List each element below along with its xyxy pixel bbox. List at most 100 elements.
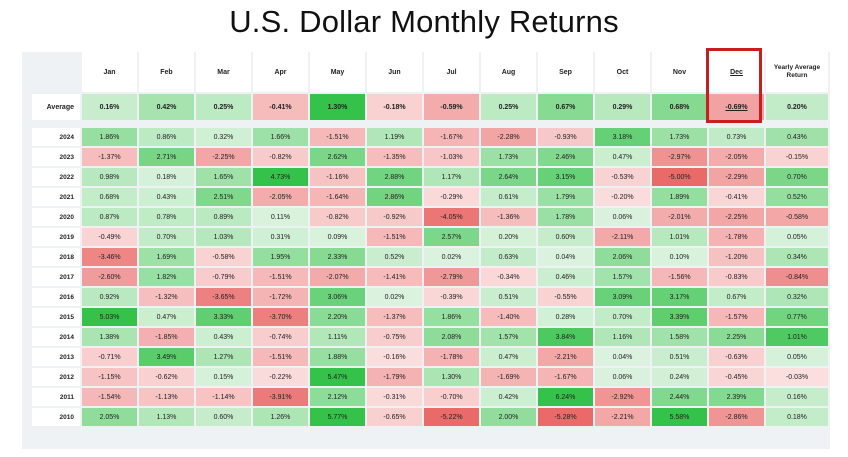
return-cell: -1.20% (709, 248, 764, 266)
column-header-oct: Oct (595, 52, 650, 92)
return-cell: 3.09% (595, 288, 650, 306)
year-label: 2022 (32, 168, 80, 186)
return-cell: 0.78% (139, 208, 194, 226)
average-cell-aug: 0.25% (481, 94, 536, 120)
table-row: 2019 -0.49% 0.70% 1.03% 0.31% 0.09% -1.51% 2.57… (32, 228, 828, 246)
return-cell: -2.86% (709, 408, 764, 426)
return-cell: 3.33% (196, 308, 251, 326)
return-cell: -2.29% (709, 168, 764, 186)
return-cell: 2.06% (595, 248, 650, 266)
year-label: 2013 (32, 348, 80, 366)
year-label: 2021 (32, 188, 80, 206)
column-header-mar: Mar (196, 52, 251, 92)
return-cell: 0.04% (595, 348, 650, 366)
return-cell: -1.64% (310, 188, 365, 206)
return-cell: 2.64% (481, 168, 536, 186)
return-cell: 0.02% (367, 288, 422, 306)
year-label: 2023 (32, 148, 80, 166)
return-cell: -3.91% (253, 388, 308, 406)
year-label: 2017 (32, 268, 80, 286)
return-cell: 0.46% (538, 268, 593, 286)
return-cell: 2.05% (82, 408, 137, 426)
column-header-may: May (310, 52, 365, 92)
year-label: 2015 (32, 308, 80, 326)
return-cell: 1.89% (652, 188, 707, 206)
return-cell: -2.28% (481, 128, 536, 146)
column-header-jan: Jan (82, 52, 137, 92)
return-cell: -3.70% (253, 308, 308, 326)
return-cell: 1.69% (139, 248, 194, 266)
return-cell: 1.27% (196, 348, 251, 366)
return-cell: 0.47% (139, 308, 194, 326)
return-cell: -2.07% (310, 268, 365, 286)
table-row: 2022 0.98% 0.18% 1.65% 4.73% -1.16% 2.88% 1.17%… (32, 168, 828, 186)
return-cell: -1.03% (424, 148, 479, 166)
column-header-jun: Jun (367, 52, 422, 92)
return-cell: -1.78% (709, 228, 764, 246)
return-cell: 0.86% (139, 128, 194, 146)
return-cell: 3.49% (139, 348, 194, 366)
table-row: 2024 1.86% 0.86% 0.32% 1.66% -1.51% 1.19% -1.67… (32, 128, 828, 146)
return-cell: 1.65% (196, 168, 251, 186)
return-cell: 1.57% (595, 268, 650, 286)
chart-title: U.S. Dollar Monthly Returns (229, 4, 619, 39)
return-cell: 2.39% (709, 388, 764, 406)
table-row: 2014 1.38% -1.85% 0.43% -0.74% 1.11% -0.75% 2.0… (32, 328, 828, 346)
return-cell: 2.12% (310, 388, 365, 406)
return-cell: 2.08% (424, 328, 479, 346)
table-row: 2017 -2.60% 1.82% -0.79% -1.51% -2.07% -1.41% -… (32, 268, 828, 286)
return-cell: 0.20% (481, 228, 536, 246)
return-cell: -1.41% (367, 268, 422, 286)
return-cell: 0.02% (424, 248, 479, 266)
return-cell: 0.70% (595, 308, 650, 326)
return-cell: 3.15% (538, 168, 593, 186)
average-cell-jan: 0.16% (82, 94, 137, 120)
return-cell: 0.34% (766, 248, 828, 266)
return-cell: -1.85% (139, 328, 194, 346)
return-cell: -2.21% (595, 408, 650, 426)
year-label: 2019 (32, 228, 80, 246)
return-cell: -2.21% (538, 348, 593, 366)
return-cell: 0.24% (652, 368, 707, 386)
column-header-apr: Apr (253, 52, 308, 92)
return-cell: -0.93% (538, 128, 593, 146)
return-cell: -0.03% (766, 368, 828, 386)
return-cell: -2.05% (253, 188, 308, 206)
average-cell-dec: -0.69% (709, 94, 764, 120)
return-cell: -1.32% (139, 288, 194, 306)
return-cell: -1.67% (538, 368, 593, 386)
table-row: 2020 0.87% 0.78% 0.89% 0.11% -0.82% -0.92% -4.0… (32, 208, 828, 226)
header-corner (32, 52, 80, 92)
return-cell: 0.18% (766, 408, 828, 426)
return-cell: -2.25% (196, 148, 251, 166)
return-cell: -0.49% (82, 228, 137, 246)
return-cell: 3.06% (310, 288, 365, 306)
return-cell: 0.43% (766, 128, 828, 146)
return-cell: 3.39% (652, 308, 707, 326)
year-label: 2024 (32, 128, 80, 146)
year-label: 2010 (32, 408, 80, 426)
return-cell: -1.37% (82, 148, 137, 166)
average-cell-yearly-average-return: 0.20% (766, 94, 828, 120)
return-cell: 1.86% (424, 308, 479, 326)
return-cell: -0.16% (367, 348, 422, 366)
return-cell: 0.04% (538, 248, 593, 266)
average-cell-jul: -0.59% (424, 94, 479, 120)
return-cell: -1.14% (196, 388, 251, 406)
return-cell: -1.72% (253, 288, 308, 306)
return-cell: -1.51% (253, 268, 308, 286)
return-cell: -0.71% (82, 348, 137, 366)
return-cell: 0.60% (538, 228, 593, 246)
return-cell: 0.68% (82, 188, 137, 206)
return-cell: 1.88% (310, 348, 365, 366)
return-cell: -1.54% (82, 388, 137, 406)
return-cell: -1.79% (367, 368, 422, 386)
return-cell: 2.62% (310, 148, 365, 166)
return-cell: 1.26% (253, 408, 308, 426)
return-cell: -0.82% (310, 208, 365, 226)
return-cell: 2.20% (310, 308, 365, 326)
return-cell: -1.40% (481, 308, 536, 326)
return-cell: 0.52% (367, 248, 422, 266)
return-cell: 0.05% (766, 228, 828, 246)
return-cell: -0.58% (766, 208, 828, 226)
